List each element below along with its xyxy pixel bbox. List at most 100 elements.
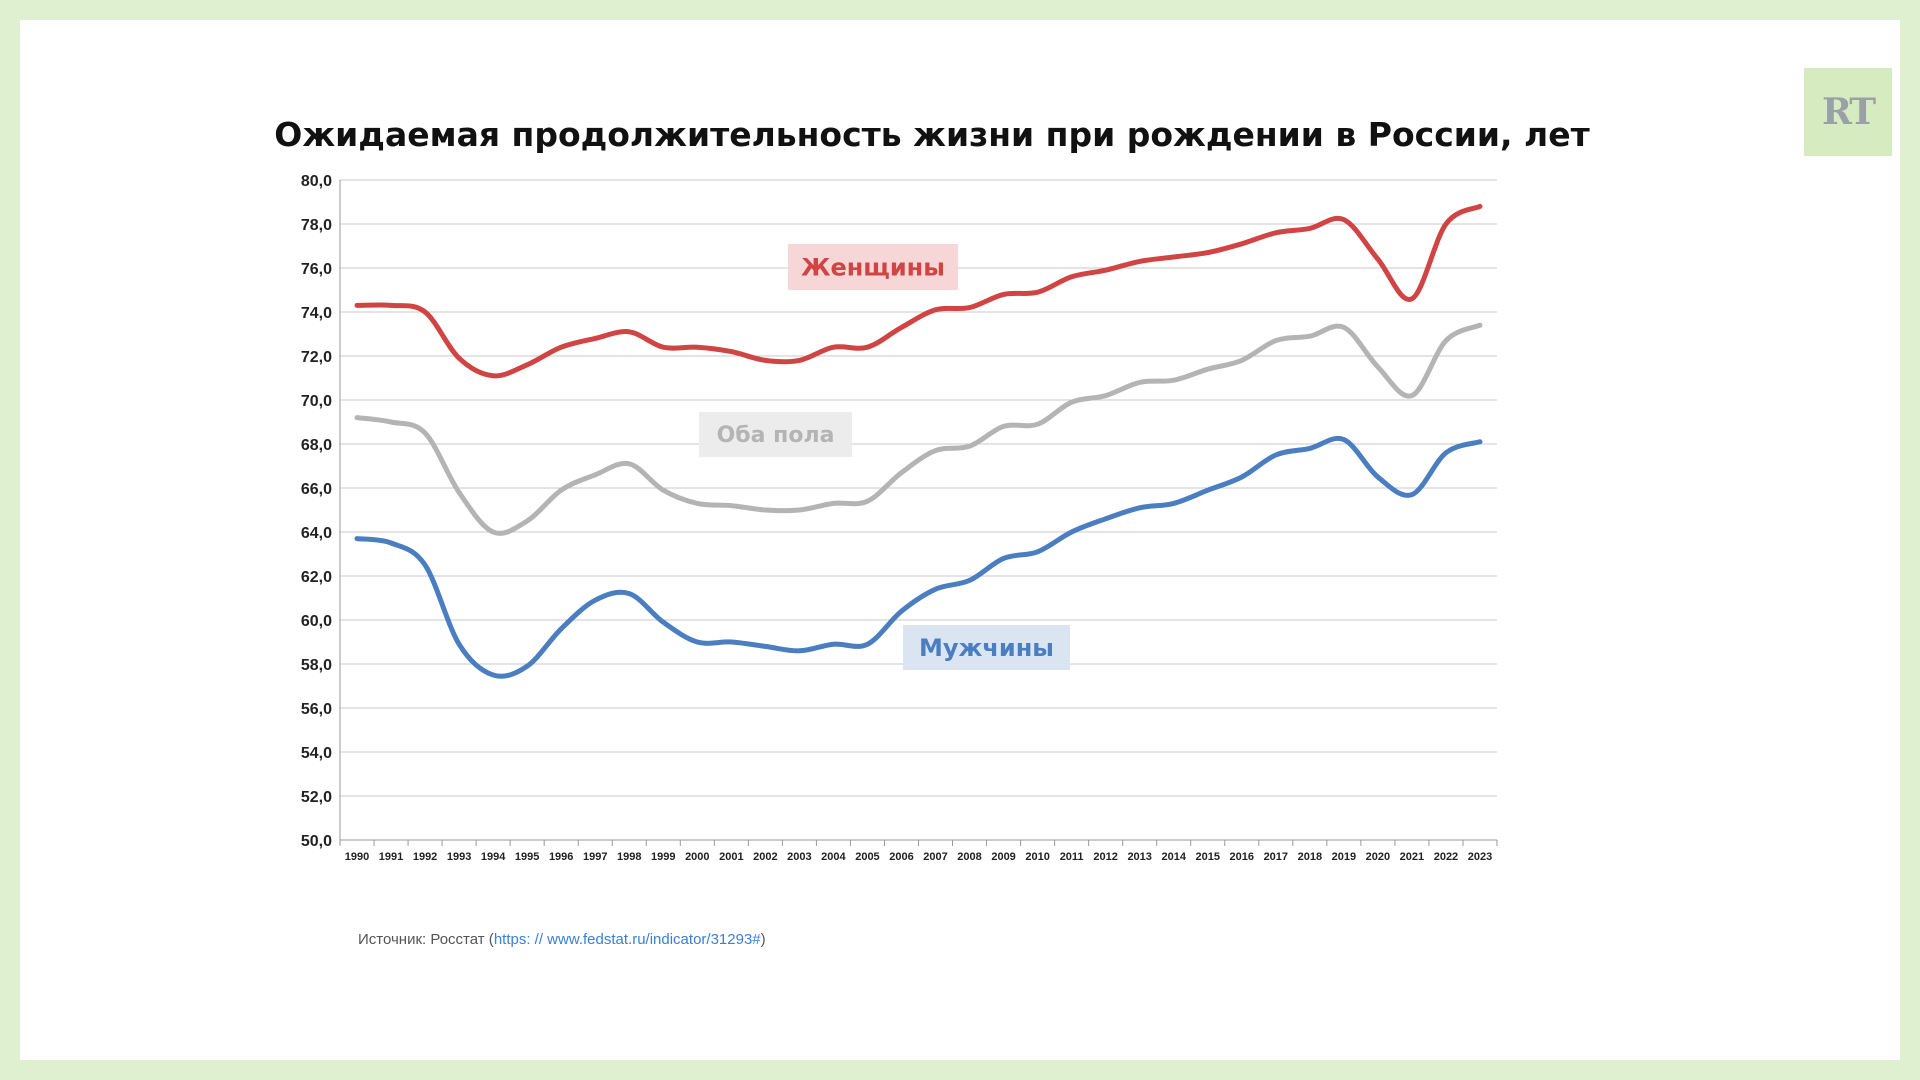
x-tick-label: 1997 xyxy=(583,851,607,863)
data-point-1 xyxy=(831,345,836,350)
data-point-3 xyxy=(524,664,530,669)
x-tick-label: 2005 xyxy=(855,851,879,863)
data-point-2 xyxy=(558,488,564,493)
data-point-3 xyxy=(1103,516,1108,521)
data-point-2 xyxy=(1341,325,1347,330)
x-tick-label: 2015 xyxy=(1196,851,1220,863)
source-link[interactable]: https: // www.fedstat.ru/indicator/31293… xyxy=(493,931,761,948)
data-point-3 xyxy=(831,642,836,647)
x-tick-label: 1998 xyxy=(617,851,641,863)
data-point-3 xyxy=(1205,488,1210,493)
data-point-2 xyxy=(797,507,802,513)
x-tick-label: 2011 xyxy=(1060,851,1084,863)
source-suffix: ) xyxy=(760,931,766,948)
series-line-1 xyxy=(354,203,1483,379)
data-point-1 xyxy=(1205,250,1210,255)
y-tick-label: 52,0 xyxy=(301,789,332,806)
data-point-2 xyxy=(354,415,360,420)
data-point-2 xyxy=(1443,338,1449,343)
data-point-1 xyxy=(524,362,530,367)
y-tick-label: 58,0 xyxy=(301,657,332,674)
data-point-2 xyxy=(1035,422,1040,427)
data-point-1 xyxy=(388,303,394,308)
life-expectancy-line-chart: 50,0 52,0 54,0 56,0 58,0 60,0 62,0 64,0 66,0 68,0… xyxy=(301,173,1498,863)
data-point-2 xyxy=(1205,367,1210,372)
data-point-1 xyxy=(1477,204,1483,209)
series-label-box-3 xyxy=(903,625,1070,670)
data-point-3 xyxy=(661,620,666,625)
data-point-2 xyxy=(490,529,496,535)
y-tick-label: 66,0 xyxy=(301,481,332,498)
data-point-1 xyxy=(1375,257,1381,262)
data-point-2 xyxy=(1001,424,1006,429)
data-point-2 xyxy=(763,507,768,513)
data-point-1 xyxy=(967,305,972,310)
data-point-3 xyxy=(627,591,632,596)
data-point-1 xyxy=(1307,226,1313,231)
data-point-2 xyxy=(967,444,972,449)
data-point-2 xyxy=(661,488,666,493)
data-point-3 xyxy=(967,578,972,583)
chart-title: Ожидаемая продолжительность жизни при ро… xyxy=(274,115,1590,154)
data-point-3 xyxy=(695,639,700,645)
data-point-1 xyxy=(933,307,938,312)
data-point-2 xyxy=(422,430,428,436)
x-tick-label: 2004 xyxy=(821,851,846,863)
data-point-1 xyxy=(627,329,632,334)
x-tick-label: 2013 xyxy=(1127,851,1151,863)
data-point-1 xyxy=(865,345,870,350)
data-point-3 xyxy=(558,626,564,631)
y-tick-label: 80,0 xyxy=(301,173,332,190)
x-tick-label: 2018 xyxy=(1298,851,1322,863)
data-point-2 xyxy=(456,490,462,495)
data-point-1 xyxy=(1443,221,1449,227)
data-point-1 xyxy=(593,336,598,341)
x-tick-label: 1996 xyxy=(549,851,573,863)
x-tick-label: 2003 xyxy=(787,851,811,863)
data-point-3 xyxy=(388,540,394,546)
data-point-1 xyxy=(899,325,904,330)
y-tick-label: 50,0 xyxy=(301,833,332,850)
data-point-3 xyxy=(1409,492,1415,497)
data-point-3 xyxy=(899,609,904,614)
y-tick-label: 74,0 xyxy=(301,305,332,322)
source-note: Источник: Росстат (https: // www.fedstat… xyxy=(358,931,766,948)
data-point-2 xyxy=(695,501,700,506)
data-point-1 xyxy=(1137,259,1142,264)
data-point-1 xyxy=(558,345,564,350)
data-point-2 xyxy=(1069,400,1074,405)
data-point-2 xyxy=(388,419,394,425)
data-point-3 xyxy=(763,644,768,649)
x-tick-label: 2014 xyxy=(1161,851,1186,863)
series-label-3: Мужчины xyxy=(919,634,1054,662)
data-point-3 xyxy=(1341,437,1347,442)
data-point-1 xyxy=(1409,296,1415,301)
x-tick-label: 2010 xyxy=(1025,851,1049,863)
y-tick-label: 60,0 xyxy=(301,613,332,630)
x-tick-label: 2000 xyxy=(685,851,709,863)
x-tick-label: 2009 xyxy=(991,851,1015,863)
series-label-2: Оба пола xyxy=(717,423,835,448)
x-tick-label: 2012 xyxy=(1093,851,1117,863)
data-point-1 xyxy=(422,309,428,315)
y-tick-label: 68,0 xyxy=(301,437,332,454)
data-point-3 xyxy=(1477,439,1483,444)
data-point-3 xyxy=(1443,450,1449,455)
data-point-3 xyxy=(1035,549,1040,554)
x-tick-label: 1999 xyxy=(651,851,675,863)
data-point-1 xyxy=(354,303,360,308)
data-point-3 xyxy=(729,639,734,645)
x-tick-label: 2007 xyxy=(923,851,947,863)
data-point-2 xyxy=(1171,378,1176,383)
data-point-2 xyxy=(1409,393,1415,398)
rt-logo-text: RT xyxy=(1821,91,1876,133)
rt-logo: RT xyxy=(1804,68,1892,156)
data-point-2 xyxy=(729,503,734,508)
series-line-3 xyxy=(354,436,1483,679)
data-point-3 xyxy=(1171,501,1176,506)
series-line-2 xyxy=(354,322,1483,536)
data-point-1 xyxy=(1341,217,1347,222)
y-tick-label: 72,0 xyxy=(301,349,332,366)
data-point-1 xyxy=(1069,274,1074,279)
x-tick-label: 2016 xyxy=(1230,851,1254,863)
